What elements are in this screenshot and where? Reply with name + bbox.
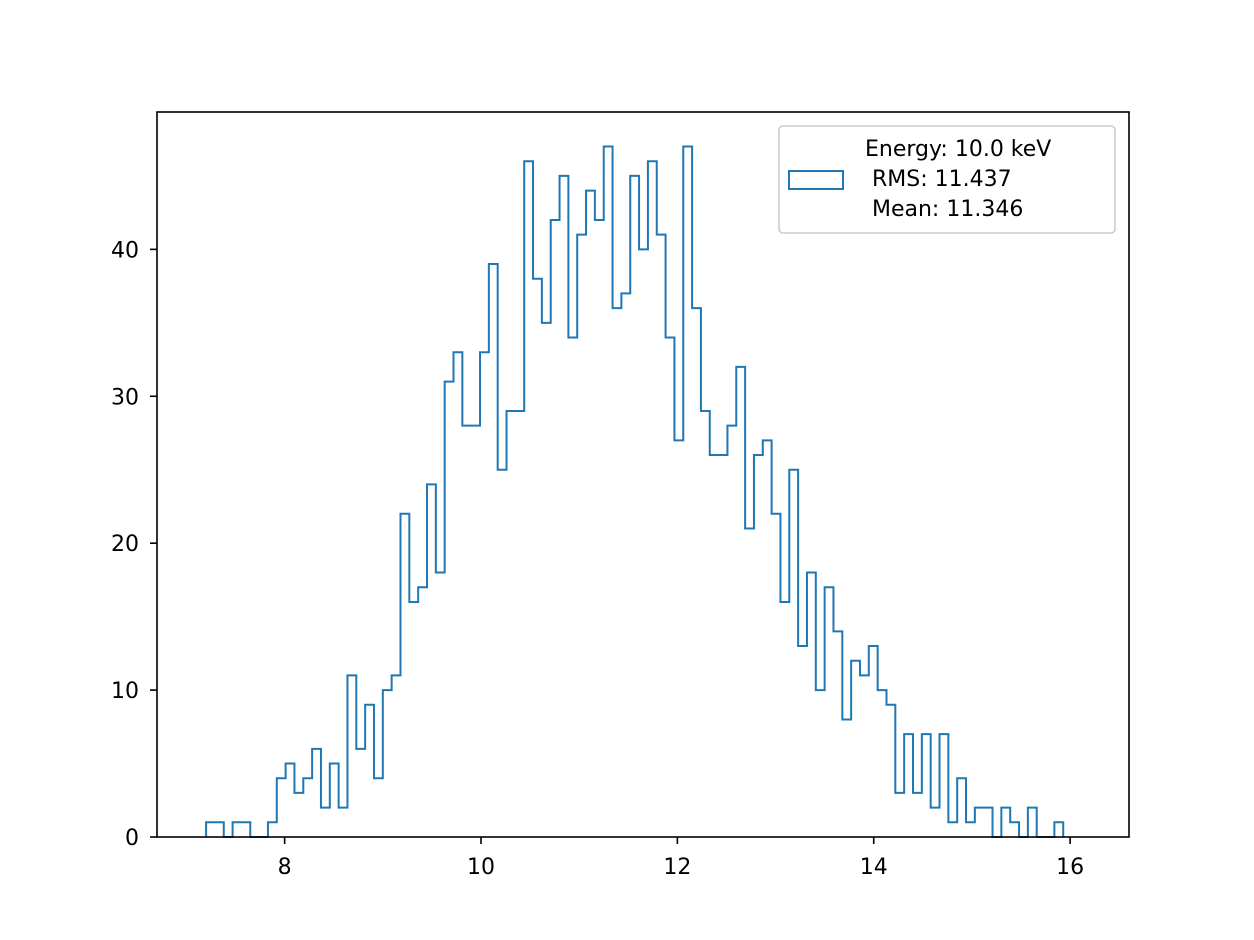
histogram-step-series — [205, 145, 1065, 838]
x-tick-label: 14 — [860, 855, 888, 880]
x-tick-label: 16 — [1056, 855, 1084, 880]
y-axis: 0 10 20 30 40 — [111, 238, 157, 851]
plot-area — [205, 145, 1065, 838]
y-tick-label: 0 — [125, 826, 139, 851]
x-tick-label: 10 — [467, 855, 495, 880]
legend-line-mean: Mean: 11.346 — [865, 197, 1023, 222]
axes-frame — [156, 111, 1130, 838]
legend-swatch — [788, 170, 844, 190]
legend-line-energy: Energy: 10.0 keV — [865, 137, 1051, 162]
x-axis: 8 10 12 14 16 — [278, 837, 1084, 880]
y-tick-label: 40 — [111, 238, 139, 263]
x-tick-label: 12 — [663, 855, 691, 880]
x-tick-label: 8 — [278, 855, 292, 880]
y-tick-label: 20 — [111, 532, 139, 557]
legend: Energy: 10.0 keV RMS: 11.437 Mean: 11.34… — [778, 125, 1116, 234]
legend-box — [778, 125, 1116, 234]
legend-line-rms: RMS: 11.437 — [865, 167, 1012, 192]
y-tick-label: 10 — [111, 679, 139, 704]
y-tick-label: 30 — [111, 385, 139, 410]
